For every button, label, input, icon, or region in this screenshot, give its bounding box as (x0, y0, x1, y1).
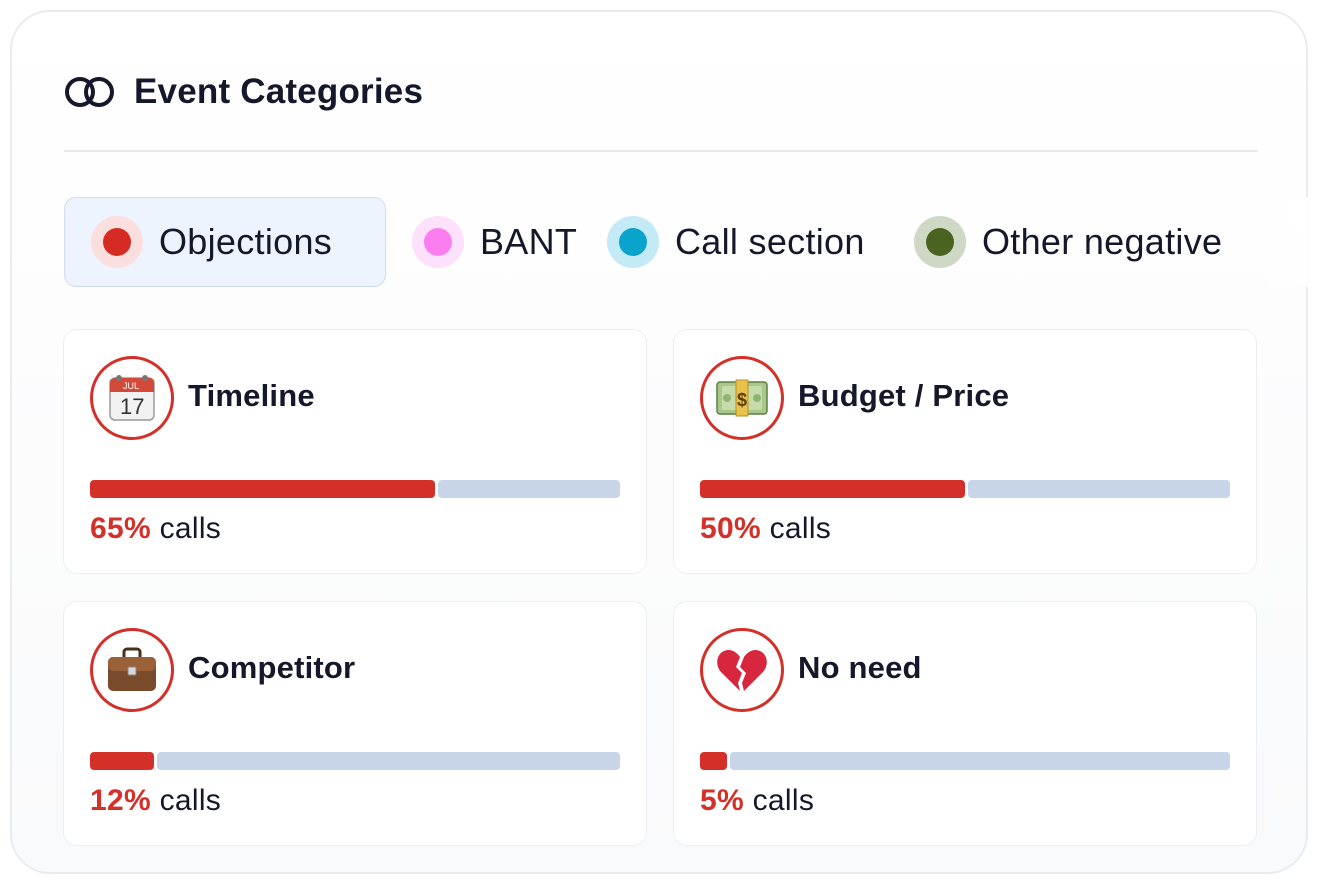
other-negative-dot-icon (914, 216, 966, 268)
call-section-dot-icon (607, 216, 659, 268)
budget-icon-circle: $ (700, 356, 784, 440)
tab-call-section[interactable]: Call section (607, 197, 865, 287)
percent-value: 50% (700, 512, 761, 545)
calls-label: 65% calls (90, 512, 221, 546)
svg-text:$: $ (737, 390, 747, 410)
briefcase-icon (108, 647, 156, 691)
tab-label: BANT (480, 221, 578, 262)
category-name: Competitor (188, 650, 356, 685)
calls-label: 5% calls (700, 784, 814, 818)
calendar-icon: JUL 17 (109, 375, 155, 421)
percent-value: 12% (90, 784, 151, 817)
calls-suffix: calls (752, 784, 815, 817)
svg-text:17: 17 (120, 394, 144, 419)
broken-heart-icon (717, 650, 767, 691)
event-categories-card: Event Categories Objections BANT Call se… (10, 10, 1310, 874)
tabs-fade (1250, 197, 1310, 287)
category-card-competitor[interactable]: Competitor 12% calls (63, 601, 647, 846)
category-card-timeline[interactable]: JUL 17 Timeline 65% calls (63, 329, 647, 574)
bant-dot-icon (412, 216, 464, 268)
calls-label: 12% calls (90, 784, 221, 818)
calls-suffix: calls (159, 512, 222, 545)
calls-suffix: calls (159, 784, 222, 817)
progress-bar (700, 480, 1230, 498)
rings-icon (65, 77, 114, 107)
objections-dot-icon (91, 216, 143, 268)
category-name: Budget / Price (798, 378, 1010, 413)
calls-suffix: calls (769, 512, 832, 545)
category-name: Timeline (188, 378, 315, 413)
tab-other-negative[interactable]: Other negative (914, 197, 1222, 287)
tab-label: Objections (159, 221, 333, 262)
category-card-no-need[interactable]: No need 5% calls (673, 601, 1257, 846)
header-divider (64, 150, 1258, 152)
timeline-icon-circle: JUL 17 (90, 356, 174, 440)
money-icon: $ (716, 379, 768, 417)
tab-label: Call section (675, 221, 865, 262)
tab-label: Other negative (982, 221, 1223, 262)
card-header: Event Categories (64, 70, 423, 114)
category-name: No need (798, 650, 922, 685)
page-title: Event Categories (134, 72, 424, 111)
calls-label: 50% calls (700, 512, 831, 546)
tab-bant[interactable]: BANT (412, 197, 577, 287)
competitor-icon-circle (90, 628, 174, 712)
progress-bar (90, 480, 620, 498)
percent-value: 5% (700, 784, 744, 817)
no-need-icon-circle (700, 628, 784, 712)
category-tabs: Objections BANT Call section Other negat… (64, 197, 1310, 287)
tab-objections[interactable]: Objections (64, 197, 386, 287)
category-card-budget-price[interactable]: $ Budget / Price 50% calls (673, 329, 1257, 574)
progress-bar (90, 752, 620, 770)
percent-value: 65% (90, 512, 151, 545)
progress-bar (700, 752, 1230, 770)
svg-text:JUL: JUL (123, 381, 139, 391)
